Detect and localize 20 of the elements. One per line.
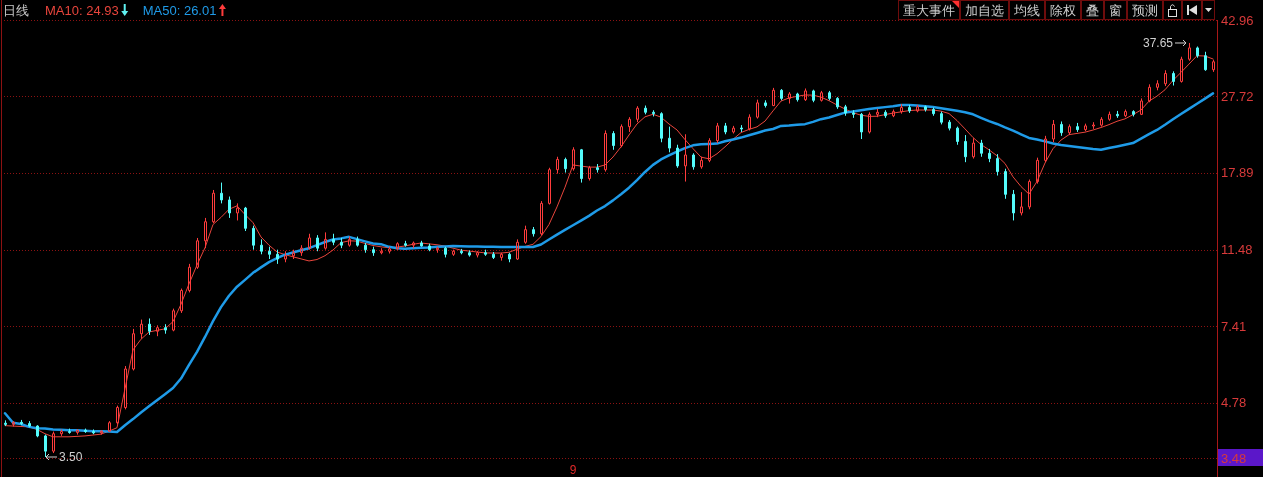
title: 日线 (3, 2, 29, 18)
tick-label: 9 (569, 463, 577, 477)
legend-item: MA50: 26.01 (142, 2, 217, 18)
legend-item: MA10: 24.93 (45, 2, 119, 18)
tick-label: 11.48 (1221, 242, 1253, 258)
label: 预测 (1132, 2, 1158, 18)
label: 除权 (1050, 2, 1076, 18)
tick-label: 42.96 (1221, 12, 1254, 28)
annotation: 3.50 (59, 450, 83, 464)
tick-label: 27.72 (1221, 88, 1254, 104)
label: 加自选 (965, 2, 1004, 18)
label: 叠 (1086, 2, 1099, 18)
tick-label: 7.41 (1221, 318, 1247, 334)
annotation: 37.65 (1142, 36, 1173, 50)
label: 均线 (1014, 2, 1040, 18)
tick-label: 4.78 (1221, 395, 1247, 411)
tick-label: 3.48 (1221, 450, 1247, 466)
label: 重大事件 (903, 2, 955, 18)
label: 窗 (1109, 2, 1122, 18)
tick-label: 17.89 (1221, 165, 1254, 181)
